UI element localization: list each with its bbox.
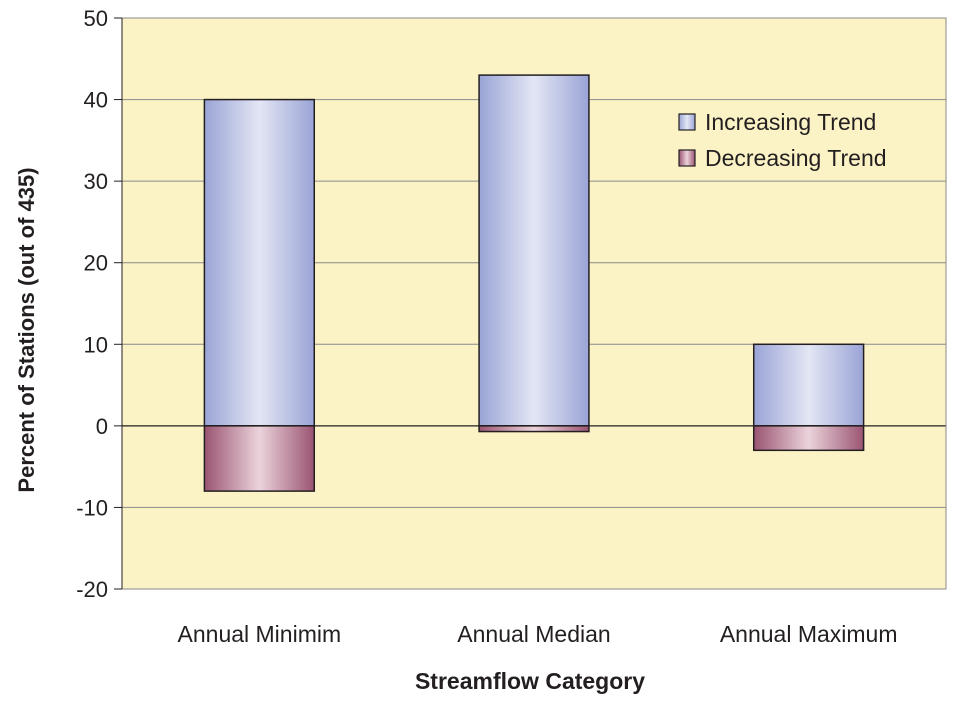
legend: Increasing Trend Decreasing Trend — [678, 109, 887, 171]
bar-decreasing-trend — [752, 425, 865, 452]
y-axis-ticks: -20 -10 0 10 20 30 40 50 — [76, 6, 123, 602]
bars — [203, 74, 865, 492]
x-axis-categories: Annual Minimim Annual Median Annual Maximu… — [178, 621, 898, 647]
x-axis-title: Streamflow Category — [415, 668, 645, 694]
legend-swatch — [678, 149, 696, 167]
y-axis-title: Percent of Stations (out of 435) — [14, 167, 39, 492]
y-tick-label: -20 — [76, 577, 108, 602]
bar-increasing-trend — [478, 74, 590, 427]
x-category-label: Annual Median — [457, 621, 610, 647]
y-tick-label: -10 — [76, 495, 108, 520]
y-tick-label: 10 — [84, 332, 108, 357]
bar-increasing-trend — [752, 343, 865, 427]
y-tick-label: 0 — [96, 414, 108, 439]
y-tick-label: 50 — [84, 6, 108, 31]
y-tick-label: 40 — [84, 88, 108, 113]
x-category-label: Annual Maximum — [720, 621, 898, 647]
bar-increasing-trend — [203, 98, 316, 427]
bar-decreasing-trend — [478, 425, 590, 433]
bar-decreasing-trend — [203, 425, 316, 492]
x-category-label: Annual Minimim — [178, 621, 342, 647]
legend-label: Decreasing Trend — [705, 145, 887, 171]
y-tick-label: 30 — [84, 169, 108, 194]
y-tick-label: 20 — [84, 251, 108, 276]
legend-swatch — [678, 113, 696, 131]
legend-label: Increasing Trend — [705, 109, 876, 135]
